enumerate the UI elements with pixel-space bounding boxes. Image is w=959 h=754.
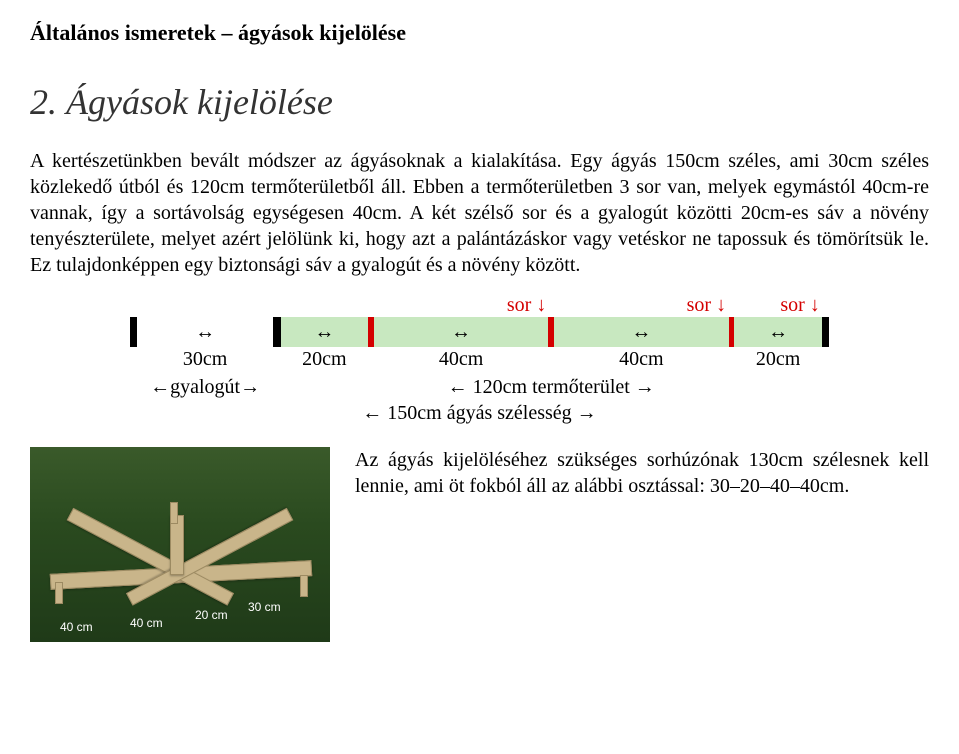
sor-label-row: sor ↓ sor ↓ sor ↓ [130,293,830,317]
bottom-block: 40 cm 40 cm 20 cm 30 cm Az ágyás kijelöl… [30,447,929,642]
sor-label-3: sor ↓ [734,294,822,317]
width-labels-row: 30cm 20cm 40cm 40cm 20cm [130,347,830,375]
paragraph-1: A kertészetünkben bevált módszer az ágyá… [30,148,929,278]
seg-gap-1: ↔ [374,317,549,347]
seg-buffer-right: ↔ [734,317,821,347]
section-title: 2. Ágyások kijelölése [30,81,929,123]
seg-buffer-left: ↔ [281,317,368,347]
divider-black-left [130,317,138,347]
photo-dim-4: 30 cm [248,600,281,614]
width-gap-2: 40cm [554,347,729,375]
photo-dim-2: 40 cm [130,616,163,630]
bed-label: ← 120cm termőterület → [281,375,822,401]
full-width-label: ← 150cm ágyás szélesség → [137,401,822,427]
bed-diagram: sor ↓ sor ↓ sor ↓ ↔ ↔ ↔ ↔ ↔ 30cm 20cm 40… [130,293,830,427]
divider-black-mid [273,317,281,347]
sor-label-2: sor ↓ [554,294,728,317]
sor-label-1: sor ↓ [374,294,548,317]
divider-black-right [822,317,830,347]
width-buffer-left: 20cm [281,347,368,375]
width-gap-1: 40cm [374,347,549,375]
diagram-bar: ↔ ↔ ↔ ↔ ↔ [130,317,830,347]
path-label: ←gyalogút→ [137,375,273,401]
rake-photo: 40 cm 40 cm 20 cm 30 cm [30,447,330,642]
photo-dim-3: 20 cm [195,608,228,622]
bottom-paragraph: Az ágyás kijelöléséhez szükséges sorhúzó… [355,447,929,499]
zone-labels-row: ←gyalogút→ ← 120cm termőterület → [130,375,830,401]
page-header: Általános ismeretek – ágyások kijelölése [30,20,929,46]
seg-gap-2: ↔ [554,317,729,347]
width-path: 30cm [137,347,273,375]
seg-path: ↔ [137,317,273,347]
width-buffer-right: 20cm [734,347,821,375]
full-width-row: ← 150cm ágyás szélesség → [130,401,830,427]
photo-dim-1: 40 cm [60,620,93,634]
